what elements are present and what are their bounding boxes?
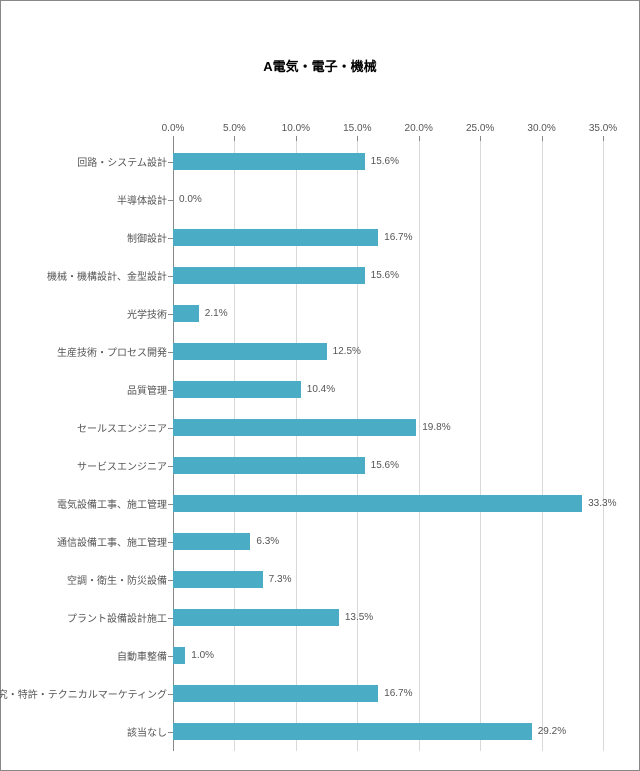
category-label: 回路・システム設計 <box>77 154 173 169</box>
bar-row: 制御設計16.7% <box>173 229 603 246</box>
y-tick-mark <box>168 276 173 277</box>
y-tick-mark <box>168 694 173 695</box>
bar <box>173 571 263 588</box>
category-label: 研究・特許・テクニカルマーケティング <box>0 686 173 701</box>
value-label: 7.3% <box>269 574 292 585</box>
bar-row: 電気設備工事、施工管理33.3% <box>173 495 603 512</box>
y-tick-mark <box>168 618 173 619</box>
category-label: 制御設計 <box>127 230 173 245</box>
category-label: 通信設備工事、施工管理 <box>57 534 173 549</box>
x-tick-mark <box>296 136 297 141</box>
y-tick-mark <box>168 200 173 201</box>
category-label: プラント設備設計施工 <box>67 610 173 625</box>
bar <box>173 381 301 398</box>
bar-row: 研究・特許・テクニカルマーケティング16.7% <box>173 685 603 702</box>
bar <box>173 267 365 284</box>
grid-line <box>603 141 604 751</box>
bar <box>173 229 378 246</box>
y-tick-mark <box>168 580 173 581</box>
x-tick-mark <box>542 136 543 141</box>
category-label: 自動車整備 <box>117 648 173 663</box>
y-tick-mark <box>168 504 173 505</box>
x-tick-label: 10.0% <box>282 123 310 134</box>
bar <box>173 533 250 550</box>
value-label: 0.0% <box>179 194 202 205</box>
x-tick-label: 30.0% <box>527 123 555 134</box>
bar-row: プラント設備設計施工13.5% <box>173 609 603 626</box>
x-tick-label: 0.0% <box>162 123 185 134</box>
value-label: 33.3% <box>588 498 616 509</box>
value-label: 15.6% <box>371 270 399 281</box>
bar <box>173 685 378 702</box>
bar <box>173 723 532 740</box>
category-label: 生産技術・プロセス開発 <box>57 344 173 359</box>
value-label: 6.3% <box>256 536 279 547</box>
value-label: 1.0% <box>191 650 214 661</box>
bar-row: 光学技術2.1% <box>173 305 603 322</box>
category-label: 光学技術 <box>127 306 173 321</box>
bar <box>173 305 199 322</box>
bar-row: 該当なし29.2% <box>173 723 603 740</box>
x-tick-mark <box>357 136 358 141</box>
y-tick-mark <box>168 238 173 239</box>
x-tick-label: 20.0% <box>405 123 433 134</box>
bar <box>173 609 339 626</box>
y-tick-mark <box>168 466 173 467</box>
bar-row: 通信設備工事、施工管理6.3% <box>173 533 603 550</box>
bar <box>173 153 365 170</box>
bar-row: 回路・システム設計15.6% <box>173 153 603 170</box>
bar <box>173 343 327 360</box>
bar-row: 自動車整備1.0% <box>173 647 603 664</box>
value-label: 16.7% <box>384 688 412 699</box>
category-label: 電気設備工事、施工管理 <box>57 496 173 511</box>
bar-row: 品質管理10.4% <box>173 381 603 398</box>
bar <box>173 457 365 474</box>
y-tick-mark <box>168 656 173 657</box>
y-tick-mark <box>168 352 173 353</box>
plot-area: 0.0%5.0%10.0%15.0%20.0%25.0%30.0%35.0%回路… <box>173 141 603 751</box>
value-label: 10.4% <box>307 384 335 395</box>
value-label: 15.6% <box>371 460 399 471</box>
bar-row: サービスエンジニア15.6% <box>173 457 603 474</box>
value-label: 19.8% <box>422 422 450 433</box>
x-tick-label: 25.0% <box>466 123 494 134</box>
x-tick-mark <box>480 136 481 141</box>
y-tick-mark <box>168 314 173 315</box>
bar-row: セールスエンジニア19.8% <box>173 419 603 436</box>
x-tick-mark <box>173 136 174 141</box>
bar-row: 生産技術・プロセス開発12.5% <box>173 343 603 360</box>
bar <box>173 495 582 512</box>
category-label: 該当なし <box>127 724 173 739</box>
y-tick-mark <box>168 732 173 733</box>
value-label: 13.5% <box>345 612 373 623</box>
value-label: 29.2% <box>538 726 566 737</box>
y-tick-mark <box>168 542 173 543</box>
category-label: 機械・機構設計、金型設計 <box>47 268 173 283</box>
x-tick-mark <box>234 136 235 141</box>
x-tick-label: 5.0% <box>223 123 246 134</box>
bar-row: 機械・機構設計、金型設計15.6% <box>173 267 603 284</box>
bar-row: 空調・衛生・防災設備7.3% <box>173 571 603 588</box>
x-tick-label: 35.0% <box>589 123 617 134</box>
category-label: 半導体設計 <box>117 192 173 207</box>
value-label: 12.5% <box>333 346 361 357</box>
category-label: セールスエンジニア <box>77 420 173 435</box>
chart-title: A電気・電子・機械 <box>1 56 639 75</box>
x-tick-label: 15.0% <box>343 123 371 134</box>
y-tick-mark <box>168 390 173 391</box>
value-label: 15.6% <box>371 156 399 167</box>
category-label: 品質管理 <box>127 382 173 397</box>
x-tick-mark <box>419 136 420 141</box>
y-tick-mark <box>168 428 173 429</box>
bar <box>173 419 416 436</box>
category-label: 空調・衛生・防災設備 <box>67 572 173 587</box>
y-tick-mark <box>168 162 173 163</box>
value-label: 2.1% <box>205 308 228 319</box>
value-label: 16.7% <box>384 232 412 243</box>
chart-container: A電気・電子・機械 0.0%5.0%10.0%15.0%20.0%25.0%30… <box>0 0 640 771</box>
bar-row: 半導体設計0.0% <box>173 191 603 208</box>
category-label: サービスエンジニア <box>77 458 173 473</box>
bar <box>173 647 185 664</box>
x-tick-mark <box>603 136 604 141</box>
